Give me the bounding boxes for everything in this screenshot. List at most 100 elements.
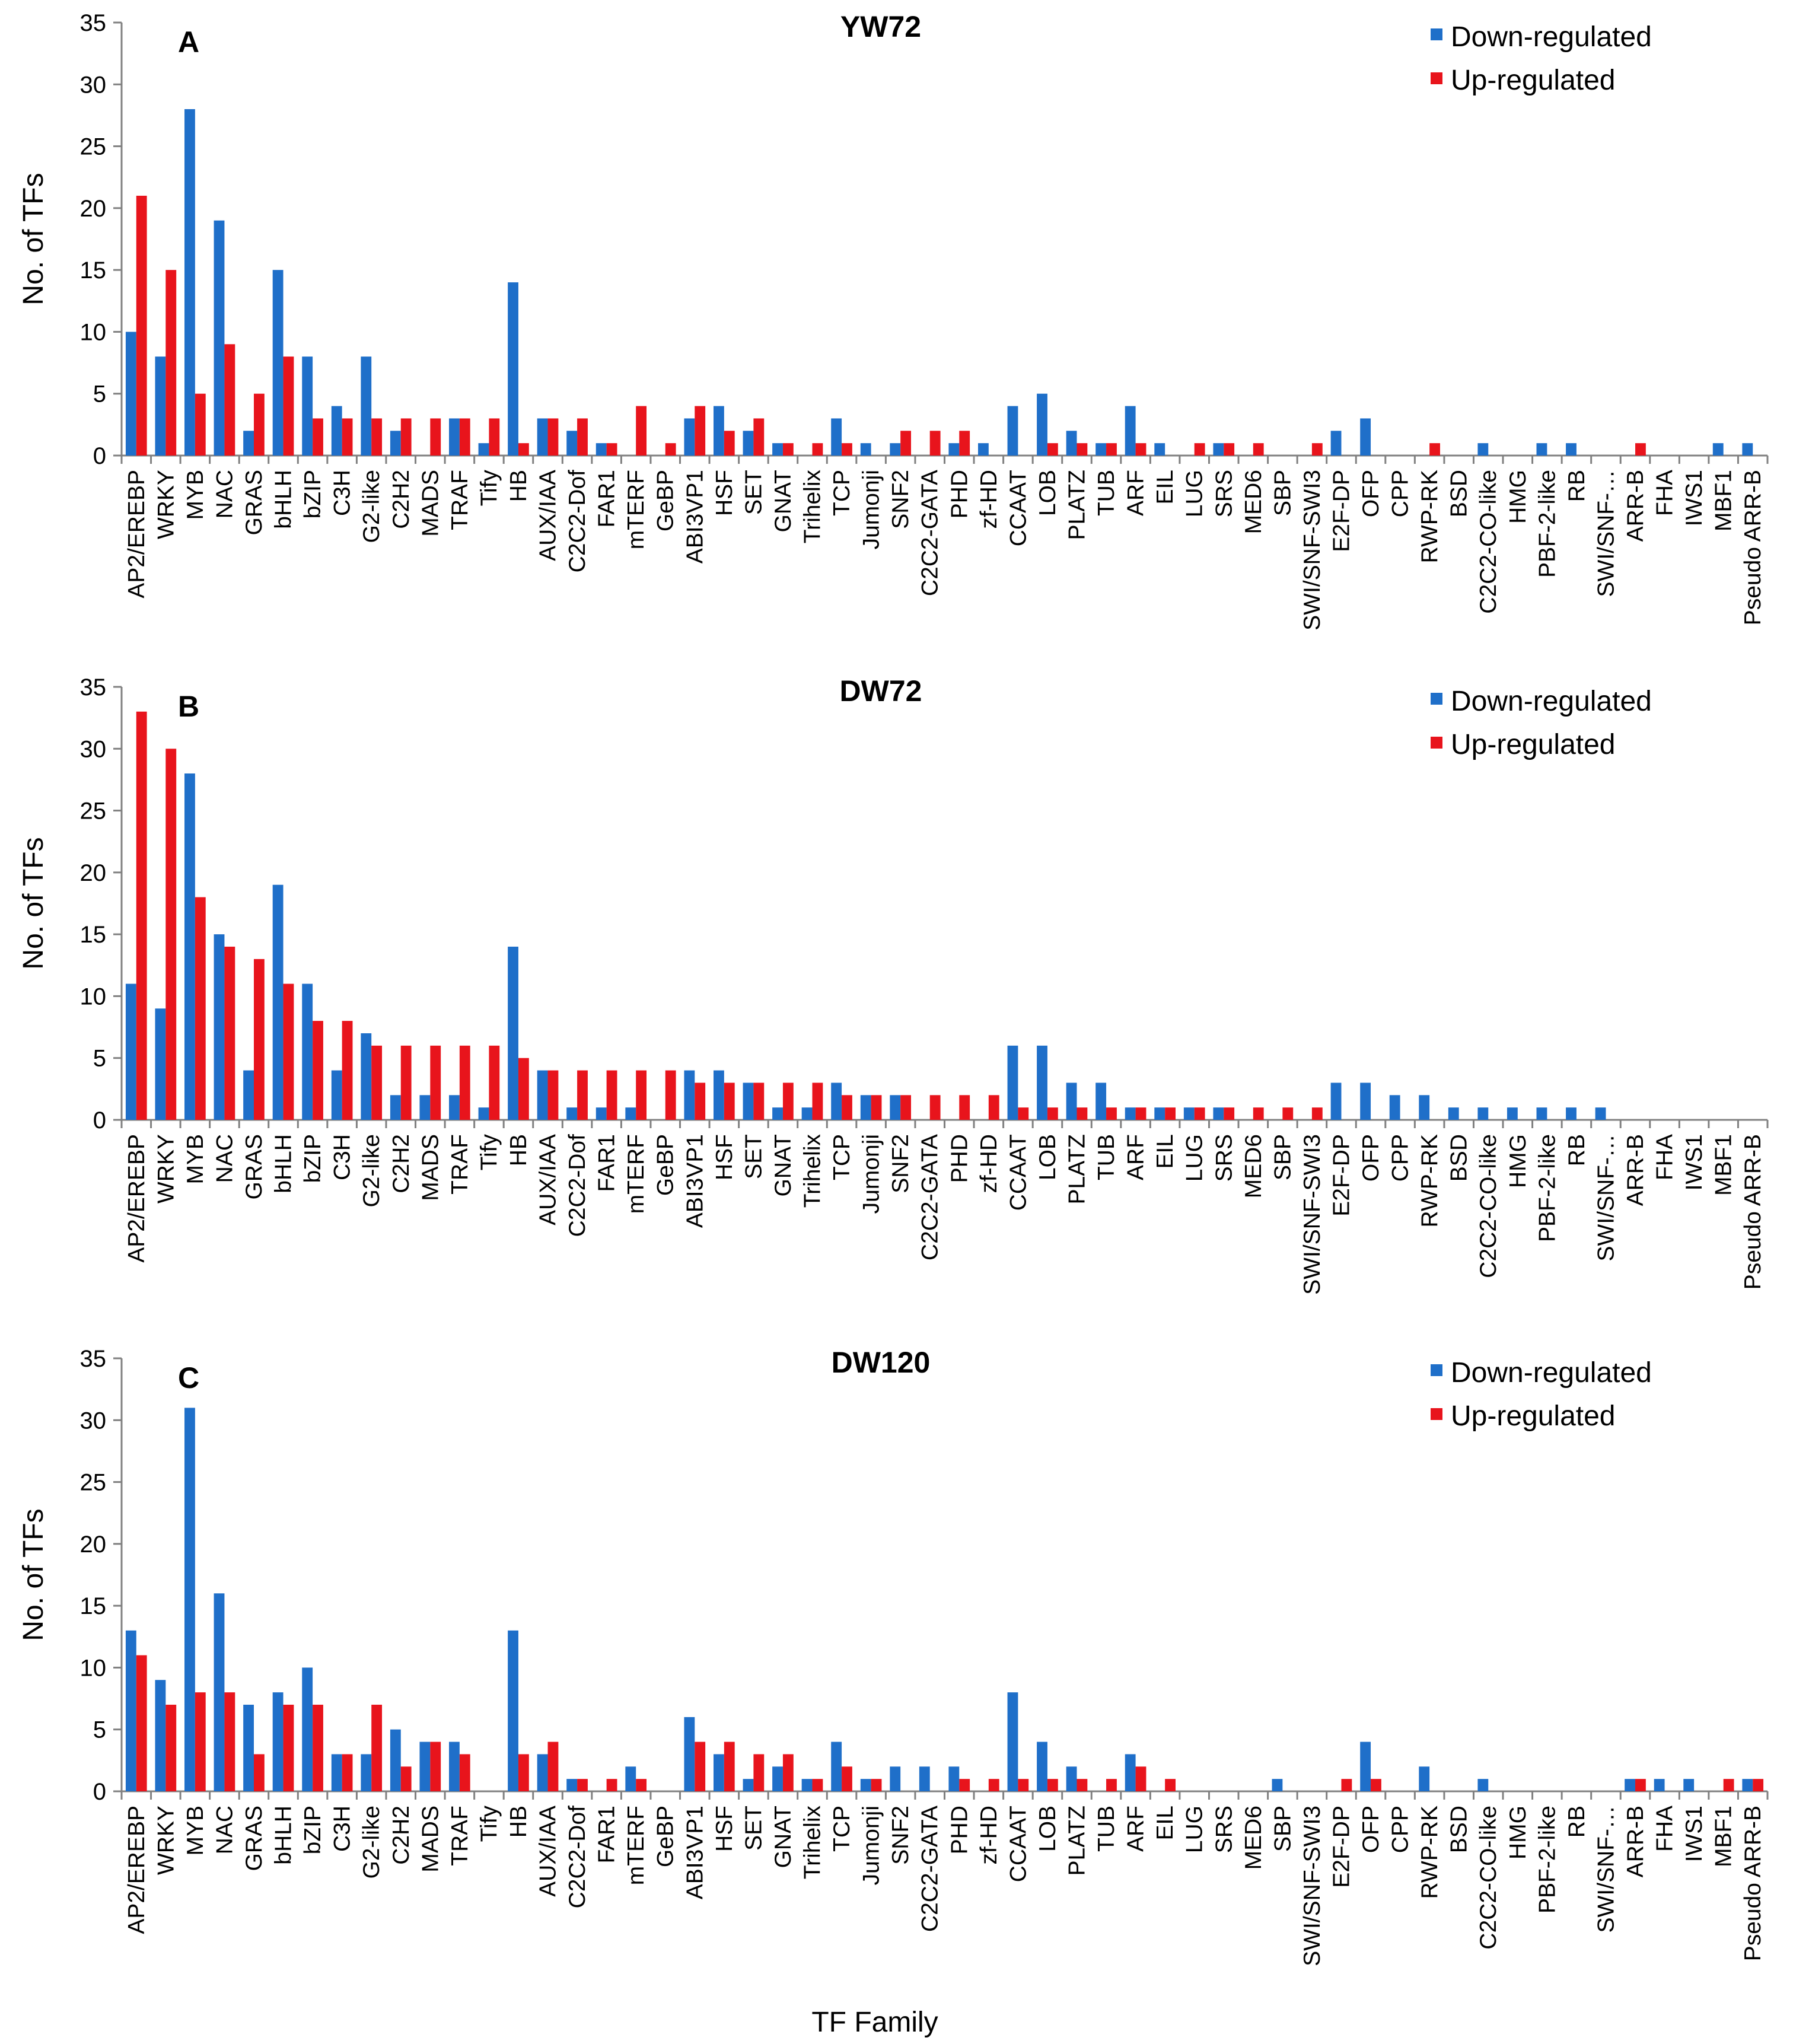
panel-a-category-label: SBP (1270, 470, 1295, 516)
panel-a-category-label: SNF2 (888, 470, 913, 529)
panel-c-legend-swatch-down (1431, 1364, 1442, 1376)
panel-c-bar-up (342, 1754, 353, 1791)
panel-c-category-label: zf-HD (976, 1806, 1002, 1865)
panel-a-y-axis-title: No. of TFs (18, 173, 49, 305)
panel-a-category-label: TCP (829, 470, 855, 516)
panel-a-legend-swatch-down (1431, 28, 1442, 40)
panel-a-bar-up (430, 418, 441, 456)
panel-b-category-label: PBF-2-like (1534, 1134, 1560, 1242)
panel-b-category-label: SRS (1211, 1134, 1237, 1182)
panel-c-title: DW120 (832, 1346, 931, 1379)
panel-c-bar-up (1635, 1779, 1646, 1791)
panel-c-bar-up (400, 1766, 412, 1791)
panel-b-category-label: MADS (418, 1134, 443, 1201)
panel-c-category-label: ABI3VP1 (682, 1806, 708, 1899)
panel-a-bar-up (313, 418, 323, 456)
panel-b-bar-up (812, 1083, 823, 1120)
panel-b-bar-down (155, 1008, 166, 1120)
panel-b-letter: B (178, 690, 199, 723)
panel-b-category-label: SET (741, 1134, 766, 1179)
panel-c-y-tick-label: 0 (93, 1779, 106, 1805)
panel-a-bar-down (184, 109, 195, 456)
panel-b-category-label: C2H2 (388, 1134, 414, 1193)
panel-a-bar-up (1635, 443, 1646, 456)
panel-c-bar-down (1625, 1779, 1636, 1791)
panel-a-bar-up (224, 344, 235, 456)
panel-b-bar-down (508, 947, 518, 1120)
panel-b-category-label: HB (506, 1134, 531, 1166)
panel-b-bar-up (1165, 1107, 1176, 1120)
panel-a-bar-down (155, 356, 166, 456)
panel-c-category-label: HB (506, 1806, 531, 1838)
panel-a-category-label: mTERF (623, 470, 649, 549)
panel-b-bar-down (1213, 1107, 1224, 1120)
panel-b-bar-down (743, 1083, 754, 1120)
panel-a-bar-down (1712, 443, 1724, 456)
panel-c-bar-up (1106, 1779, 1117, 1791)
panel-c-category-label: CPP (1388, 1806, 1413, 1853)
panel-b-bar-up (782, 1083, 794, 1120)
panel-a-bar-down (125, 332, 136, 456)
panel-b-category-label: C2C2-CO-like (1476, 1134, 1501, 1278)
panel-a-bar-down (772, 443, 783, 456)
panel-b-category-label: C3H (330, 1134, 355, 1180)
panel-b-bar-down (1330, 1083, 1342, 1120)
panel-a-bar-up (1224, 443, 1235, 456)
panel-a-category-label: MYB (183, 470, 208, 520)
panel-a-bar-down (214, 220, 225, 456)
panel-c-category-label: ARR-B (1623, 1806, 1648, 1877)
panel-c-category-label: AUX/IAA (536, 1806, 561, 1897)
panel-c-bar-up (1371, 1779, 1381, 1791)
panel-a-bar-down (566, 431, 578, 456)
panel-c-category-label: SWI/SNF-… (1593, 1806, 1619, 1932)
panel-b-bar-down (1477, 1107, 1489, 1120)
panel-c-category-label: SRS (1211, 1806, 1237, 1853)
panel-a-bar-up (165, 270, 177, 456)
panel-b-category-label: GeBP (653, 1134, 679, 1196)
panel-a-bar-down (1154, 443, 1165, 456)
panel-b-y-tick-label: 20 (80, 860, 107, 886)
panel-a-category-label: RB (1564, 470, 1590, 502)
panel-c-bar-down (1066, 1766, 1077, 1791)
panel-b-bar-down (272, 884, 284, 1120)
panel-b-category-label: RWP-RK (1417, 1134, 1442, 1227)
panel-c-category-label: MYB (183, 1806, 208, 1856)
panel-a-category-label: AP2/EREBP (124, 470, 149, 598)
panel-c-bar-up (577, 1779, 588, 1791)
panel-b-category-label: GRAS (241, 1134, 267, 1200)
panel-a-y-tick-label: 5 (93, 381, 106, 407)
panel-b-category-label: SWI/SNF-SWI3 (1300, 1134, 1325, 1295)
panel-a-category-label: SET (741, 470, 766, 515)
panel-a-y-tick-label: 30 (80, 72, 107, 98)
panel-a-y-tick-label: 25 (80, 134, 107, 160)
panel-b-bar-down (1389, 1095, 1400, 1120)
panel-b-bar-down (860, 1095, 871, 1120)
panel-a-category-label: C2H2 (388, 470, 414, 529)
panel-b-category-label: IWS1 (1681, 1134, 1707, 1190)
panel-c-legend-label-up: Up-regulated (1451, 1400, 1616, 1432)
panel-b-bar-up (665, 1070, 676, 1120)
panel-b-bar-down (1125, 1107, 1136, 1120)
panel-c-bar-down (272, 1692, 284, 1791)
panel-c-category-label: OFP (1358, 1806, 1384, 1853)
panel-c-bar-up (547, 1741, 559, 1791)
panel-b-bar-down (361, 1033, 372, 1120)
panel-c-bar-down (890, 1766, 901, 1791)
panel-a-bar-up (1429, 443, 1440, 456)
panel-c-bar-up (283, 1705, 294, 1791)
panel-c-bar-down (390, 1729, 401, 1791)
panel-b-category-label: TUB (1094, 1134, 1119, 1180)
panel-b-bar-down (478, 1107, 489, 1120)
panel-c-category-label: ARF (1123, 1806, 1149, 1852)
panel-b-bar-down (831, 1083, 842, 1120)
panel-b-bar-down (1183, 1107, 1195, 1120)
panel-b-bar-up (283, 983, 294, 1120)
panel-a-bar-up (753, 418, 765, 456)
panel-c-category-label: PHD (947, 1806, 972, 1854)
panel-b-category-label: Jumonji (859, 1134, 884, 1214)
panel-b-bar-up (1077, 1107, 1088, 1120)
panel-c-bar-down (1742, 1779, 1753, 1791)
panel-a-category-label: HSF (712, 470, 737, 516)
panel-a-category-label: SWI/SNF-SWI3 (1300, 470, 1325, 631)
panel-c-bar-up (195, 1692, 206, 1791)
